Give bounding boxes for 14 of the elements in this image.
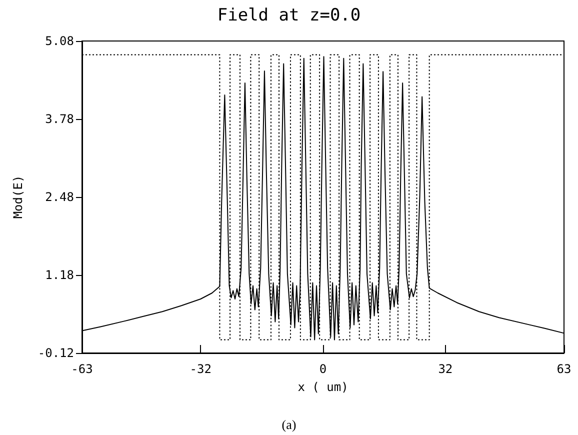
text: (a)	[282, 417, 296, 432]
y-tick-label: 1.18	[45, 268, 74, 282]
x-tick-label: 63	[556, 362, 572, 376]
x-tick-label: -63	[71, 362, 93, 376]
y-tick-label: 2.48	[45, 190, 74, 204]
y-tick-label: -0.12	[38, 346, 74, 360]
chart-title: Field at z=0.0	[217, 6, 361, 26]
x-tick-label: 0	[319, 362, 327, 376]
y-axis-title: Mod(E)	[11, 175, 25, 219]
y-tick-label: 3.78	[45, 112, 74, 126]
y-tick-label: 5.08	[45, 34, 74, 48]
x-axis-title: x ( um)	[298, 380, 348, 394]
x-tick-label: -32	[190, 362, 212, 376]
x-tick-label: 32	[438, 362, 453, 376]
